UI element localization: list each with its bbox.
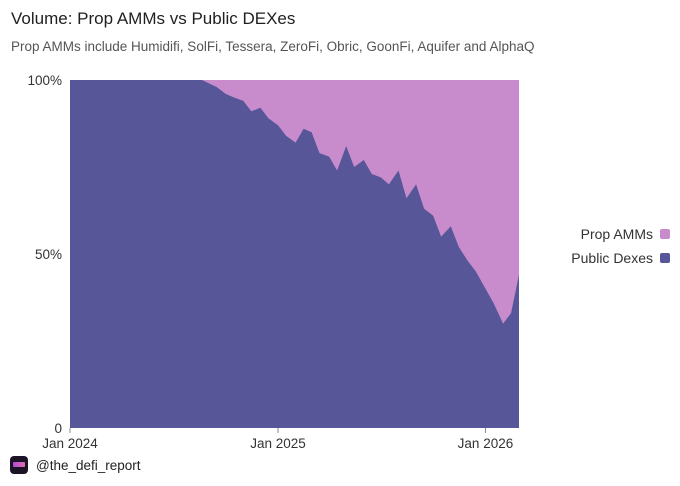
x-tick-label: Jan 2024: [42, 436, 98, 451]
y-tick-label: 100%: [27, 73, 62, 88]
y-tick-label: 50%: [35, 247, 62, 262]
defi-report-logo-icon: [10, 456, 28, 474]
legend-label-public-dexes: Public Dexes: [571, 250, 653, 266]
x-tick-label: Jan 2025: [250, 436, 306, 451]
y-tick-label: 0: [54, 421, 62, 436]
legend-swatch-public-dexes: [660, 253, 670, 263]
footer: @the_defi_report: [10, 456, 141, 474]
legend-item-public-dexes[interactable]: Public Dexes: [571, 246, 670, 270]
footer-handle[interactable]: @the_defi_report: [36, 457, 141, 473]
legend-label-prop-amms: Prop AMMs: [580, 226, 653, 242]
x-tick-label: Jan 2026: [458, 436, 514, 451]
chart-subtitle: Prop AMMs include Humidifi, SolFi, Tesse…: [11, 39, 535, 54]
legend-swatch-prop-amms: [660, 229, 670, 239]
legend: Prop AMMs Public Dexes: [571, 222, 670, 270]
chart-title: Volume: Prop AMMs vs Public DEXes: [11, 9, 296, 28]
legend-item-prop-amms[interactable]: Prop AMMs: [571, 222, 670, 246]
series-area-public-dexes: [70, 80, 519, 428]
